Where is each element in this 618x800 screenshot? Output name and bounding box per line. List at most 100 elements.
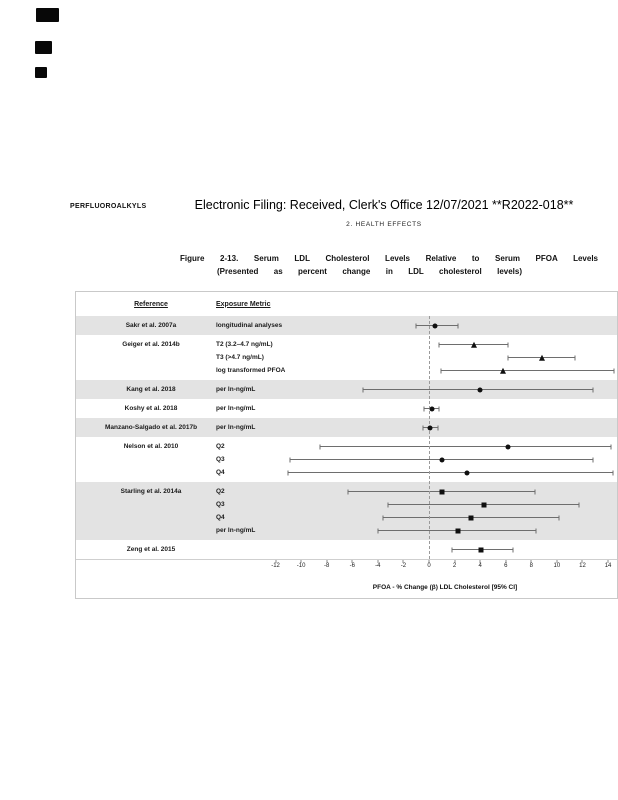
plot-cell (273, 338, 617, 351)
ci-cap-left (438, 342, 440, 347)
estimate-marker (500, 367, 507, 374)
axis-tick-label: 12 (579, 563, 586, 569)
axis-tick (556, 560, 558, 563)
ci-cap-left (387, 502, 389, 507)
ci-cap-left (362, 387, 363, 392)
study-group: Manzano-Salgado et al. 2017b per ln-ng/mL (76, 418, 617, 437)
reference-label: Starling et al. 2014a (120, 488, 182, 495)
forest-row: Kang et al. 2018 per ln-ng/mL (76, 383, 617, 396)
ci-cap-left (287, 470, 289, 475)
axis-tick-label: -2 (400, 563, 407, 569)
plot-cell (273, 383, 617, 396)
forest-row: Manzano-Salgado et al. 2017b per ln-ng/mL (76, 421, 617, 434)
estimate-marker (468, 515, 474, 520)
axis-tick-label: 8 (529, 563, 533, 569)
axis-tick (479, 560, 481, 563)
plot-cell (273, 543, 617, 556)
axis-tick-label: 6 (504, 563, 508, 569)
exposure-metric-label: Q3 (216, 456, 225, 463)
study-group: Sakr et al. 2007a longitudinal analyses (76, 316, 617, 335)
axis-tick-label: -6 (349, 563, 355, 569)
axis-tick (530, 560, 532, 563)
x-axis-label: PFOA - % Change (β) LDL Cholesterol [95%… (372, 583, 518, 591)
estimate-marker (538, 354, 545, 361)
forest-row: Q3 (76, 453, 617, 466)
x-axis: -12 -10 -8 -6 -4 -2 0 2 4 6 8 10 12 14 (76, 559, 617, 576)
ci-line (320, 446, 611, 447)
plot-cell (273, 498, 617, 511)
estimate-marker (505, 444, 511, 449)
ci-cap-right (558, 515, 560, 520)
reference-label: Zeng et al. 2015 (126, 546, 176, 553)
ci-cap-left (382, 515, 384, 520)
figure-column-header: Reference Exposure Metric (76, 292, 617, 316)
ci-cap-right (534, 489, 536, 494)
plot-cell (273, 466, 617, 479)
axis-tick (428, 560, 430, 563)
reference-label: Kang et al. 2018 (126, 386, 176, 393)
scan-artifact (35, 41, 52, 54)
exposure-metric-label: Q2 (216, 443, 225, 450)
estimate-marker (470, 341, 477, 348)
forest-row: Koshy et al. 2018 per ln-ng/mL (76, 402, 617, 415)
efiling-stamp-title: Electronic Filing: Received, Clerk's Off… (194, 198, 574, 212)
forest-plot-rows: Sakr et al. 2007a longitudinal analyses Ge… (76, 316, 617, 559)
ci-cap-left (415, 323, 417, 328)
ci-cap-right (438, 406, 440, 411)
exposure-metric-label: T2 (3.2–4.7 ng/mL) (216, 341, 273, 348)
exposure-metric-column-header: Exposure Metric (216, 300, 271, 308)
estimate-marker (455, 528, 461, 533)
forest-row: Q4 (76, 511, 617, 524)
forest-row: Q4 (76, 466, 617, 479)
axis-tick-label: -10 (296, 563, 306, 569)
exposure-metric-label: per ln-ng/mL (216, 405, 256, 412)
axis-tick-label: 0 (427, 563, 431, 569)
ci-line (440, 370, 615, 371)
forest-row: T3 (>4.7 ng/mL) (76, 351, 617, 364)
ci-cap-left (423, 406, 425, 411)
estimate-marker (432, 323, 438, 328)
forest-row: log transformed PFOA (76, 364, 617, 377)
x-axis-ticks: -12 -10 -8 -6 -4 -2 0 2 4 6 8 10 12 14 (271, 560, 617, 576)
ci-cap-left (289, 457, 291, 462)
exposure-metric-label: Q3 (216, 501, 225, 508)
plot-cell (273, 511, 617, 524)
exposure-metric-label: per ln-ng/mL (216, 527, 256, 534)
exposure-metric-label: per ln-ng/mL (216, 386, 256, 393)
reference-label: Nelson et al. 2010 (123, 443, 179, 450)
axis-spacer (76, 560, 273, 576)
ci-cap-left (451, 547, 453, 552)
axis-tick-label: 4 (478, 563, 482, 569)
scan-artifact (35, 67, 47, 78)
study-group: Nelson et al. 2010 Q2 Q3 Q4 (76, 437, 617, 482)
running-head: PERFLUOROALKYLS (70, 203, 147, 210)
forest-row: Geiger et al. 2014b T2 (3.2–4.7 ng/mL) (76, 338, 617, 351)
ci-cap-right (610, 444, 612, 449)
estimate-marker (481, 502, 487, 507)
axis-tick (581, 560, 583, 563)
reference-label: Sakr et al. 2007a (125, 322, 177, 329)
estimate-marker (478, 547, 484, 552)
estimate-marker (429, 406, 435, 411)
zero-reference-line (429, 316, 431, 559)
plot-cell (273, 421, 617, 434)
forest-row: Zeng et al. 2015 (76, 543, 617, 556)
axis-tick-label: 14 (604, 563, 612, 569)
exposure-metric-label: log transformed PFOA (216, 367, 286, 374)
reference-label: Manzano-Salgado et al. 2017b (104, 424, 198, 431)
axis-tick (326, 560, 328, 563)
plot-cell (273, 440, 617, 453)
reference-label: Koshy et al. 2018 (124, 405, 178, 412)
axis-tick-label: 2 (452, 563, 457, 569)
ci-cap-right (574, 355, 576, 360)
study-group: Koshy et al. 2018 per ln-ng/mL (76, 399, 617, 418)
ci-cap-left (377, 528, 379, 533)
exposure-metric-label: longitudinal analyses (216, 322, 283, 329)
ci-cap-left (507, 355, 509, 360)
axis-tick (351, 560, 353, 563)
ci-cap-right (592, 387, 594, 392)
estimate-marker (439, 489, 445, 494)
axis-tick (377, 560, 379, 563)
plot-cell (273, 364, 617, 377)
